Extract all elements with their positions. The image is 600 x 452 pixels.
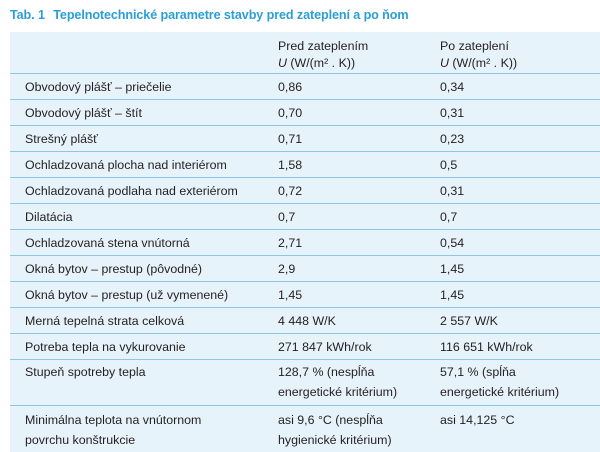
row-before-value: asi 9,6 °C (nespĺňa hygienické kritérium… [278,411,392,450]
header-before-unit-text: (W/(m² . K)) [290,56,356,70]
row-parameter: Ochladzovaná plocha nad interiérom [25,158,227,172]
table-row: Obvodový plášť – priečelie 0,86 0,34 [10,74,600,100]
row-after-value: asi 14,125 °C [440,413,515,427]
row-parameter: Okná bytov – prestup (už vymenené) [25,288,229,302]
row-after-value: 1,45 [440,262,465,276]
header-before-label: Pred zateplením [278,39,369,53]
row-after-value: 0,34 [440,80,465,94]
row-before-value: 4 448 W/K [278,314,336,328]
header-before-cell: Pred zateplením U (W/(m² . K)) [278,38,368,72]
table-row: Ochladzovaná stena vnútorná 2,71 0,54 [10,230,600,256]
row-after-value: 0,23 [440,132,465,146]
row-before-value-line2: hygienické kritérium) [278,432,392,447]
table-caption: Tab. 1 Tepelnotechnické parametre stavby… [10,8,409,22]
row-before-value: 0,70 [278,106,303,120]
row-before-value: 0,7 [278,210,296,224]
table-header-row: Pred zateplením U (W/(m² . K)) Po zatepl… [10,32,600,74]
table-row: Potreba tepla na vykurovanie 271 847 kWh… [10,334,600,360]
header-after-unit-symbol: U [440,56,449,70]
table-row: Stupeň spotreby tepla 128,7 % (nespĺňa e… [10,360,600,406]
table-row: Merná tepelná strata celková 4 448 W/K 2… [10,308,600,334]
row-after-value: 0,31 [440,184,465,198]
row-parameter: Potreba tepla na vykurovanie [25,340,186,354]
row-parameter: Dilatácia [25,210,73,224]
table-row: Okná bytov – prestup (pôvodné) 2,9 1,45 [10,256,600,282]
table-row: Minimálna teplota na vnútornom povrchu k… [10,406,600,452]
table-title: Tepelnotechnické parametre stavby pred z… [53,8,409,22]
row-before-value-line1: asi 9,6 °C (nespĺňa [278,413,383,427]
row-before-value: 1,45 [278,288,303,302]
table-row: Ochladzovaná plocha nad interiérom 1,58 … [10,152,600,178]
header-after-unit-text: (W/(m² . K)) [452,56,518,70]
row-before-value: 1,58 [278,158,303,172]
table-number: Tab. 1 [10,8,45,22]
row-before-value: 271 847 kWh/rok [278,340,372,354]
row-parameter: Merná tepelná strata celková [25,314,185,328]
row-after-value: 0,54 [440,236,465,250]
row-after-value: 0,31 [440,106,465,120]
header-after-label: Po zateplení [440,39,509,53]
row-after-value: 0,5 [440,158,458,172]
row-before-value: 0,72 [278,184,303,198]
row-parameter: Ochladzovaná stena vnútorná [25,236,190,250]
row-parameter: Minimálna teplota na vnútornom povrchu k… [25,411,201,450]
row-after-value: 2 557 W/K [440,314,498,328]
row-parameter: Obvodový plášť – štít [25,106,142,120]
row-after-value: 0,7 [440,210,458,224]
row-before-value: 2,71 [278,236,303,250]
row-after-value-line1: 57,1 % (spĺňa [440,365,516,379]
row-after-value: 1,45 [440,288,465,302]
header-after-unit: U (W/(m² . K)) [440,55,517,72]
header-before-unit-symbol: U [278,56,287,70]
row-before-value-line1: 128,7 % (nespĺňa [278,365,375,379]
row-parameter: Obvodový plášť – priečelie [25,80,172,94]
row-before-value: 2,9 [278,262,296,276]
row-parameter: Ochladzovaná podlaha nad exteriérom [25,184,238,198]
row-parameter: Stupeň spotreby tepla [25,365,146,379]
table-row: Dilatácia 0,7 0,7 [10,204,600,230]
row-after-value: 57,1 % (spĺňa energetické kritérium) [440,363,559,402]
row-after-value: 116 651 kWh/rok [440,340,533,354]
row-before-value: 128,7 % (nespĺňa energetické kritérium) [278,363,397,402]
table-row: Obvodový plášť – štít 0,70 0,31 [10,100,600,126]
row-before-value: 0,71 [278,132,303,146]
row-before-value-line2: energetické kritérium) [278,384,398,399]
row-before-value: 0,86 [278,80,303,94]
parameters-table: Pred zateplením U (W/(m² . K)) Po zatepl… [10,32,600,452]
row-parameter: Okná bytov – prestup (pôvodné) [25,262,203,276]
header-before-unit: U (W/(m² . K)) [278,55,368,72]
table-row: Ochladzovaná podlaha nad exteriérom 0,72… [10,178,600,204]
table-row: Strešný plášť 0,71 0,23 [10,126,600,152]
row-parameter: Strešný plášť [25,132,98,146]
row-parameter-line2: povrchu konštrukcie [25,432,136,447]
header-after-cell: Po zateplení U (W/(m² . K)) [440,38,517,72]
table-row: Okná bytov – prestup (už vymenené) 1,45 … [10,282,600,308]
row-parameter-line1: Minimálna teplota na vnútornom [25,413,202,427]
row-after-value-line2: energetické kritérium) [440,384,560,399]
